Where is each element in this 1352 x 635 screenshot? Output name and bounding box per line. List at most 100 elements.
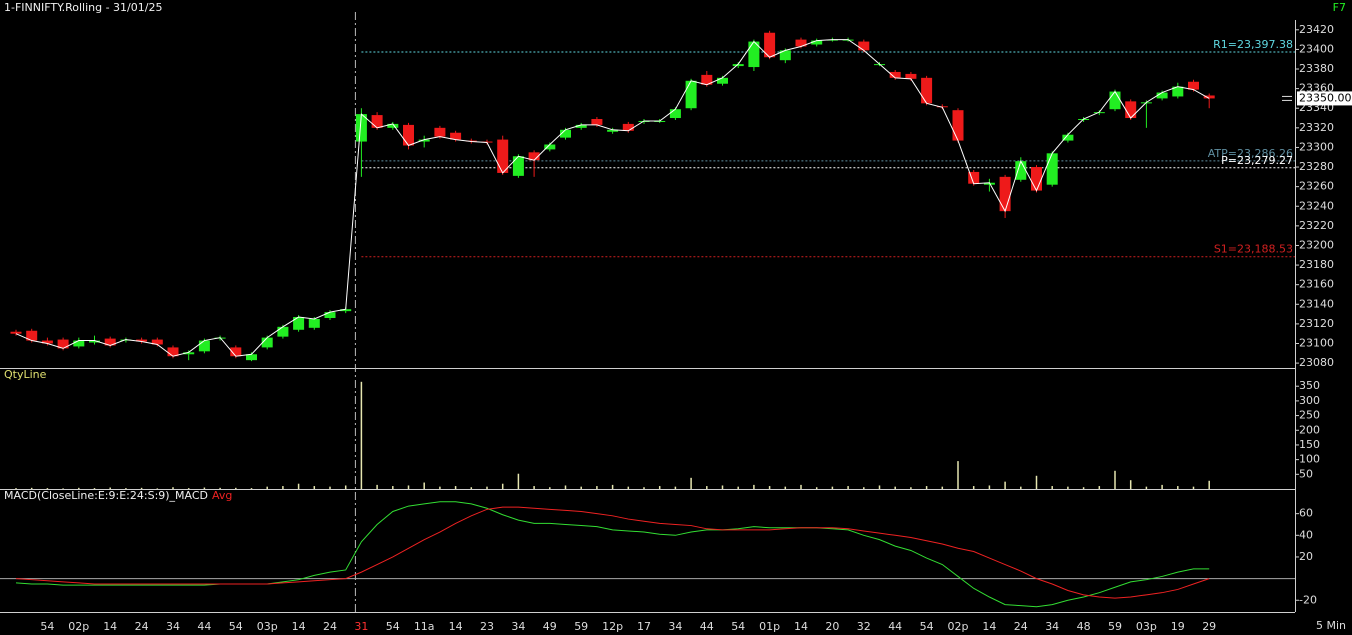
volume-bar (486, 486, 488, 489)
volume-bar (282, 486, 284, 489)
x-tick-label: 17 (637, 620, 651, 633)
candle-body (560, 129, 571, 138)
volume-bar (266, 486, 268, 489)
volume-bar (62, 488, 64, 489)
x-tick-label: 03p (257, 620, 278, 633)
level-label: R1=23,397.38 (1213, 38, 1293, 51)
x-tick-label: 49 (543, 620, 557, 633)
y-tick-label: 23200 (1299, 238, 1334, 251)
candle-body (544, 144, 556, 150)
candle-body (1015, 161, 1027, 180)
candle-body (371, 115, 383, 128)
candle-body (73, 340, 85, 347)
y-tick-label: 40 (1299, 528, 1313, 541)
y-tick-label: 200 (1299, 423, 1320, 436)
volume-bar (1208, 480, 1210, 489)
volume-bar (533, 486, 535, 489)
volume-bar (235, 487, 237, 489)
volume-bar (297, 483, 300, 489)
x-tick-label: 02p (68, 620, 89, 633)
y-tick-label: 300 (1299, 394, 1320, 407)
shortcut: F7 (1333, 1, 1346, 14)
candle-body (151, 339, 163, 345)
x-tick-label: 59 (1108, 620, 1122, 633)
volume-bar (1177, 486, 1179, 489)
x-tick-label: 20 (825, 620, 839, 633)
candle-body (1172, 86, 1184, 97)
candle-body (277, 326, 289, 337)
y-tick-label: 23140 (1299, 297, 1334, 310)
close-line (15, 39, 1210, 357)
x-tick-label: 44 (700, 620, 714, 633)
volume-bar (753, 484, 755, 489)
volume-bar (250, 488, 253, 489)
y-tick-label: 23320 (1299, 121, 1334, 134)
candle-body (1046, 153, 1058, 185)
x-tick-label: 24 (135, 620, 149, 633)
y-tick-label: 23100 (1299, 336, 1334, 349)
y-tick-label: 23400 (1299, 42, 1334, 55)
candle-body (795, 39, 807, 47)
legend-label: Avg (212, 489, 232, 502)
x-tick-label: 54 (731, 620, 745, 633)
x-tick-label: 03p (1136, 620, 1157, 633)
y-tick-label: 23240 (1299, 199, 1334, 212)
candle-body (575, 124, 587, 128)
volume-bar (674, 486, 677, 489)
x-tick-label: 29 (1202, 620, 1216, 633)
volume-bar (643, 487, 645, 489)
candle-body (1031, 167, 1042, 191)
volume-bar (690, 477, 692, 489)
volume-bar (470, 487, 473, 489)
volume-bar (596, 486, 598, 489)
y-tick-label: 23160 (1299, 278, 1334, 291)
macd-line (15, 506, 1210, 599)
volume-bar (517, 473, 520, 489)
volume-bar (972, 486, 975, 489)
volume-bar (1161, 484, 1163, 489)
candle-body (748, 41, 760, 68)
x-tick-label: 01p (759, 620, 780, 633)
volume-bar (658, 486, 661, 489)
x-tick-label: 54 (40, 620, 54, 633)
candle-body (136, 339, 148, 342)
volume-bar (140, 487, 143, 489)
candle-body (387, 123, 399, 128)
volume-bar (313, 486, 316, 489)
y-tick-label: 23220 (1299, 219, 1334, 232)
candle-body (355, 114, 367, 142)
candle-body (905, 73, 917, 79)
x-tick-label: 34 (1045, 620, 1059, 633)
volume-bar (203, 487, 206, 489)
volume-bar (784, 486, 787, 489)
volume-bar (30, 487, 33, 489)
volume-bar (988, 485, 991, 489)
volume-bar (564, 485, 567, 489)
x-tick-label: 14 (449, 620, 463, 633)
volume-bar (15, 488, 17, 489)
panel-title: QtyLine (4, 368, 47, 381)
y-tick-label: 20 (1299, 550, 1313, 563)
candle-body (811, 40, 823, 45)
candle-body (10, 331, 22, 334)
y-tick-label: 23300 (1299, 140, 1334, 153)
y-tick-label: 23380 (1299, 62, 1334, 75)
volume-bar (423, 482, 425, 489)
x-tick-label: 44 (888, 620, 902, 633)
volume-bar (737, 486, 739, 489)
volume-bar (219, 487, 221, 489)
level-label: S1=23,188.53 (1214, 243, 1293, 256)
volume-bar (706, 486, 708, 489)
volume-bar (910, 487, 912, 489)
candle-body (293, 317, 305, 330)
volume-bar (1098, 486, 1101, 489)
candle-body (512, 156, 524, 176)
volume-bar (392, 486, 394, 489)
candle-body (403, 124, 414, 146)
candle-body (183, 352, 195, 355)
y-tick-label: 23120 (1299, 317, 1334, 330)
candle-body (261, 337, 273, 348)
x-tick-label: 34 (511, 620, 525, 633)
last-price-box (1297, 91, 1352, 106)
